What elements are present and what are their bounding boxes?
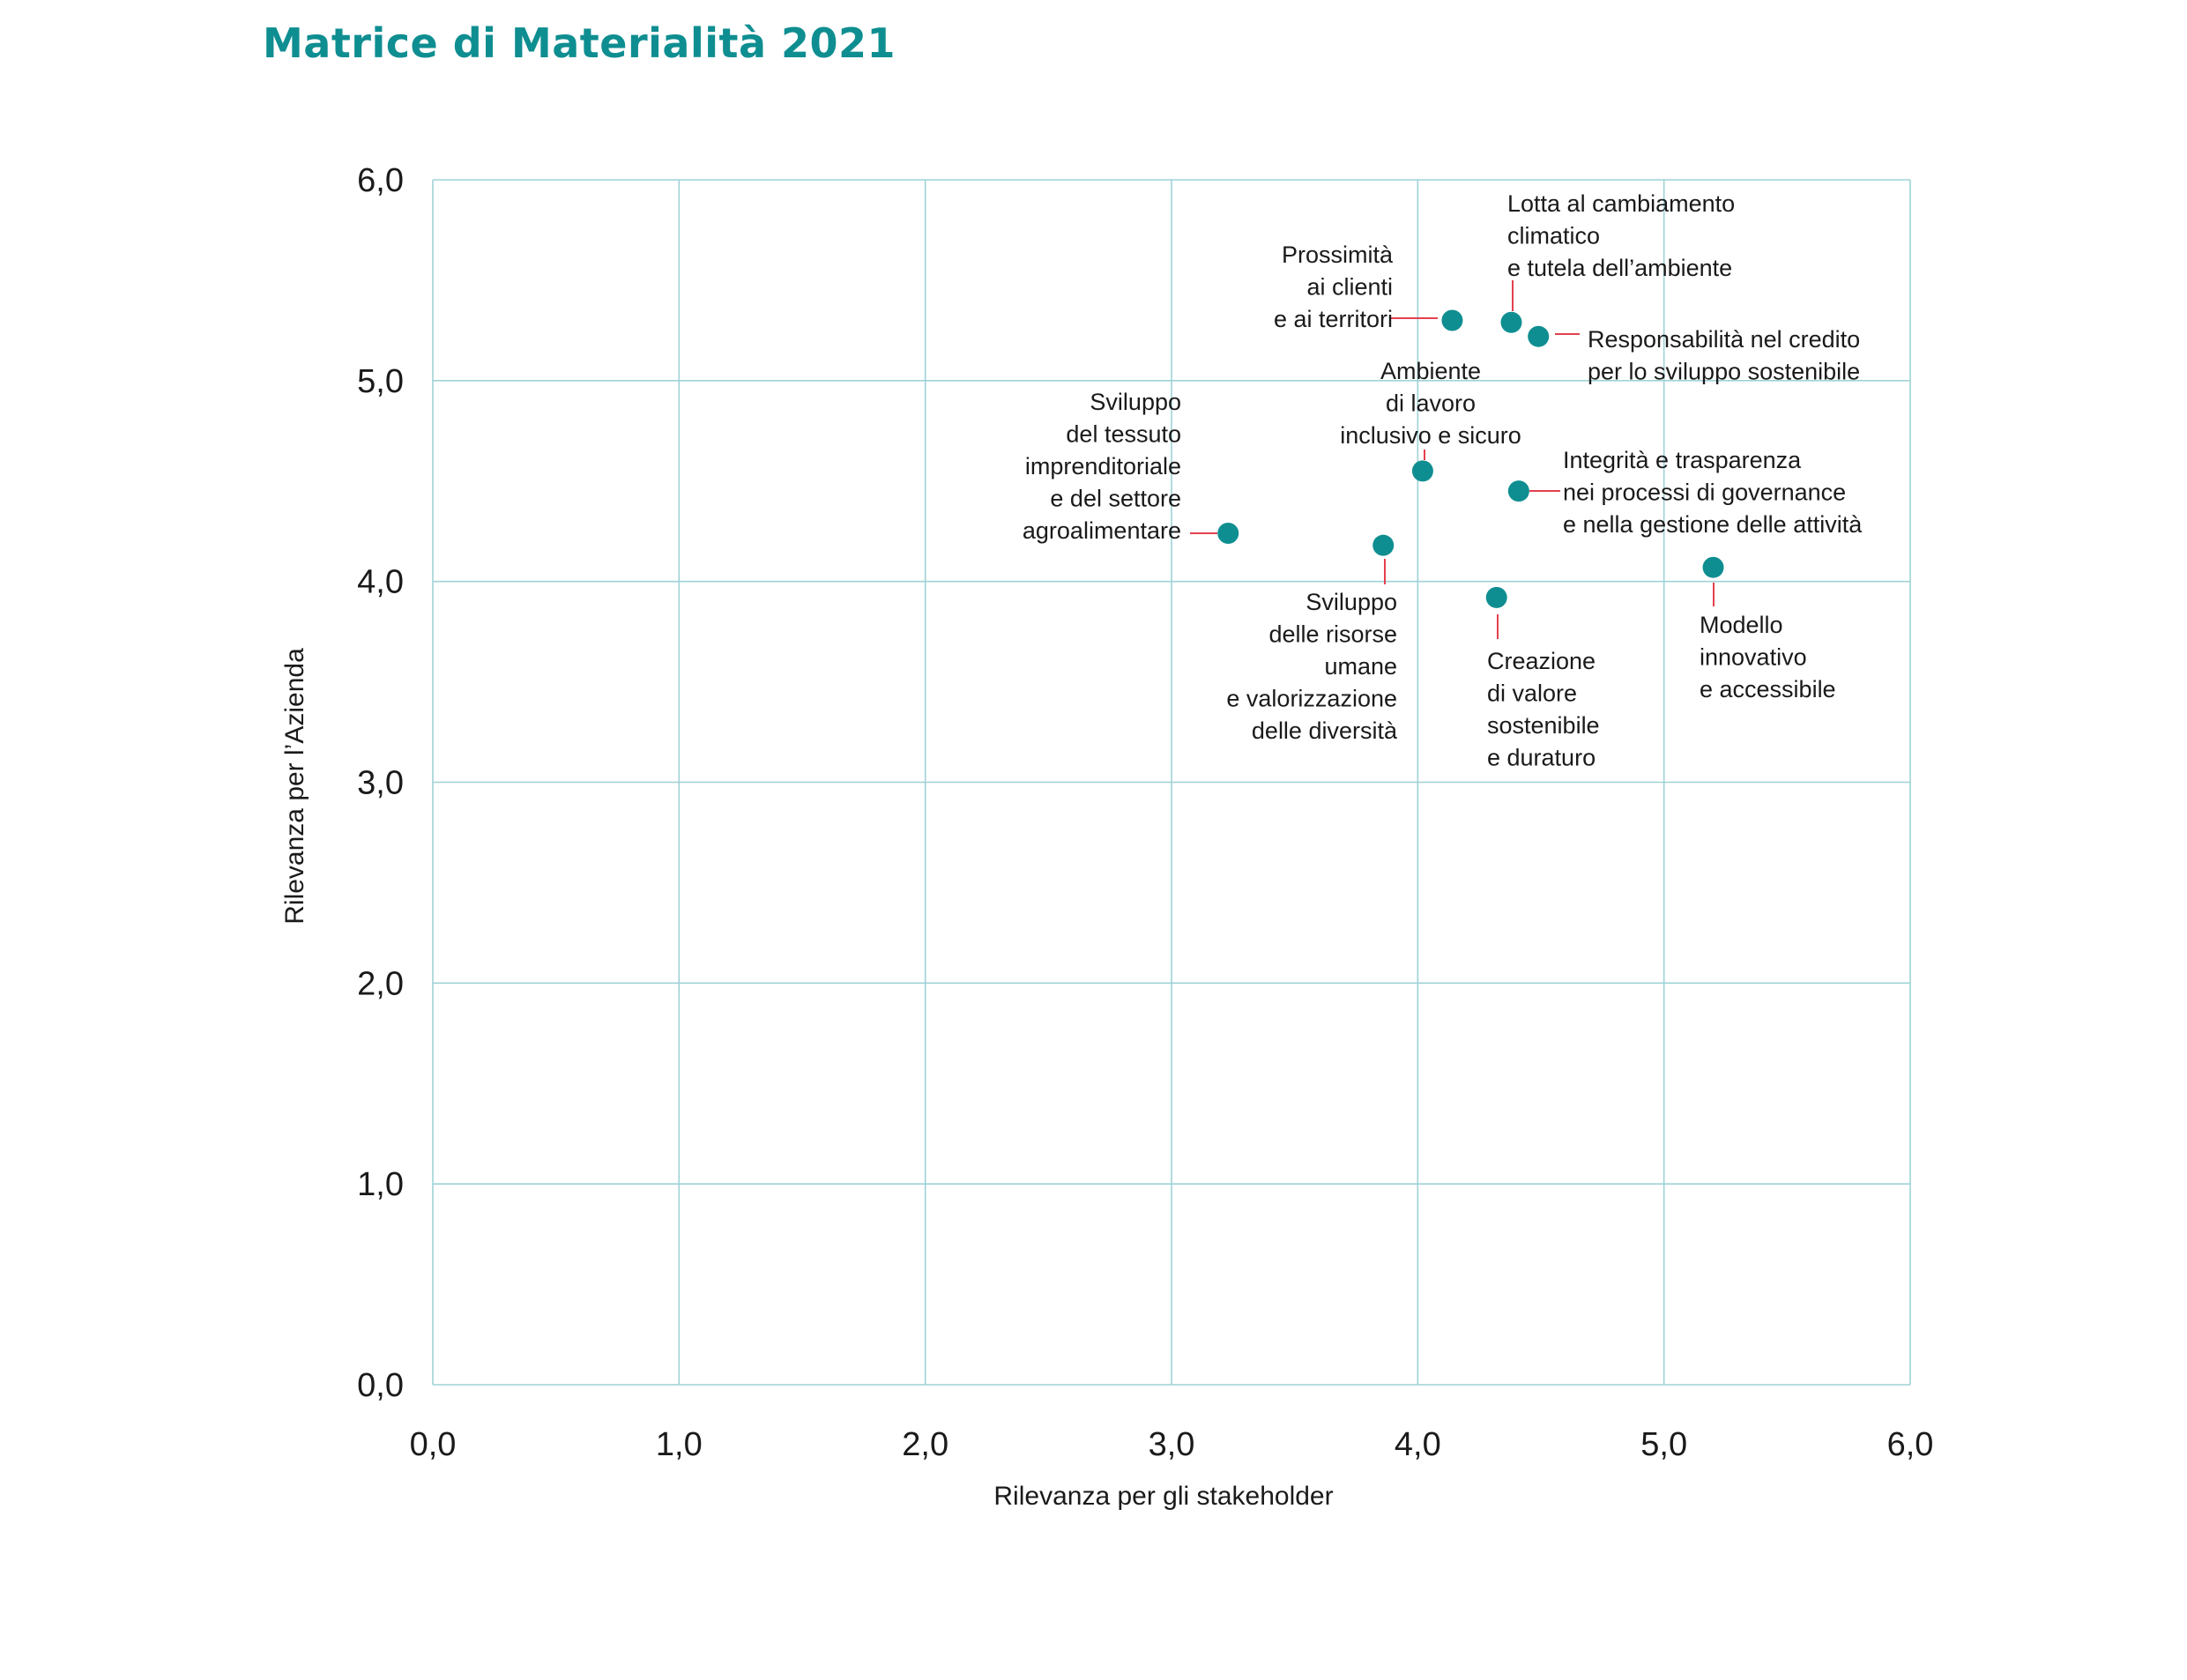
data-label-line: Creazione	[1487, 648, 1596, 674]
data-label: Modello innovativo e accessibile	[1700, 612, 1836, 702]
y-tick-label: 0,0	[357, 1367, 404, 1404]
chart-title: Matrice di Materialità 2021	[263, 19, 896, 67]
data-label-line: e ai territori	[1274, 306, 1393, 332]
data-point	[1485, 586, 1507, 608]
data-label-line: inclusivo e sicuro	[1340, 422, 1521, 449]
data-label-line: Ambiente	[1380, 358, 1481, 384]
data-label-line: di lavoro	[1386, 390, 1476, 417]
data-label-line: delle risorse	[1268, 621, 1397, 648]
data-label: Creazione di valore sostenibile e duraturo	[1487, 648, 1600, 771]
x-tick-label: 0,0	[410, 1426, 457, 1463]
data-label-line: delle diversità	[1252, 717, 1398, 744]
y-tick-label: 4,0	[357, 564, 404, 601]
x-tick-label: 4,0	[1395, 1426, 1441, 1463]
x-tick-label: 6,0	[1887, 1426, 1934, 1463]
data-label: Integrità e trasparenza nei processi di g…	[1563, 447, 1863, 538]
data-point	[1528, 325, 1550, 347]
data-label-line: climatico	[1507, 223, 1600, 249]
data-label: Lotta al cambiamento climatico e tutela de…	[1507, 190, 1735, 281]
data-label-line: e tutela dell’ambiente	[1507, 255, 1732, 281]
data-label: Sviluppo del tessuto imprenditoriale e del …	[1023, 389, 1181, 544]
data-point	[1500, 311, 1522, 333]
x-tick-label: 3,0	[1149, 1426, 1195, 1463]
data-point	[1441, 309, 1463, 331]
y-tick-label: 5,0	[357, 363, 404, 400]
leader-lines	[1190, 280, 1715, 639]
data-label-line: e duraturo	[1487, 745, 1596, 771]
y-tick-label: 6,0	[357, 162, 404, 199]
data-label-line: Sviluppo	[1306, 589, 1397, 615]
y-axis-title: Rilevanza per l’Azienda	[280, 648, 309, 925]
x-tick-label: 5,0	[1640, 1426, 1687, 1463]
y-tick-label: 1,0	[357, 1166, 404, 1203]
data-label-line: Responsabilità nel credito	[1588, 326, 1860, 353]
y-axis-ticks: 0,0 1,0 2,0 3,0 4,0 5,0 6,0	[357, 162, 404, 1404]
data-label-line: del tessuto	[1066, 421, 1181, 448]
data-point	[1372, 534, 1395, 556]
data-label-line: e accessibile	[1700, 676, 1836, 702]
x-axis-title: Rilevanza per gli stakeholder	[993, 1482, 1333, 1511]
data-label-line: e valorizzazione	[1226, 686, 1397, 712]
data-label-line: Sviluppo	[1090, 389, 1181, 415]
data-label: Sviluppo delle risorse umane e valorizzazio…	[1226, 589, 1398, 744]
data-label-line: e nella gestione delle attività	[1563, 511, 1863, 538]
y-tick-label: 2,0	[357, 965, 404, 1002]
data-label-line: Modello	[1700, 612, 1783, 638]
data-label: Responsabilità nel credito per lo svilupp…	[1588, 326, 1860, 385]
data-label-line: Integrità e trasparenza	[1563, 447, 1802, 473]
data-label-line: sostenibile	[1487, 712, 1600, 739]
data-label-line: umane	[1324, 653, 1397, 680]
data-label-line: nei processi di governance	[1563, 479, 1846, 506]
x-tick-label: 2,0	[902, 1426, 948, 1463]
data-label: Ambiente di lavoro inclusivo e sicuro	[1340, 358, 1521, 449]
data-point	[1507, 480, 1529, 502]
data-label-line: agroalimentare	[1023, 517, 1181, 544]
data-label-line: per lo sviluppo sostenibile	[1588, 359, 1860, 385]
data-point	[1217, 522, 1239, 544]
data-point	[1702, 556, 1724, 578]
data-label-line: di valore	[1487, 680, 1577, 707]
data-points	[1217, 309, 1724, 608]
grid-lines	[432, 179, 1911, 1386]
x-axis-ticks: 0,0 1,0 2,0 3,0 4,0 5,0 6,0	[410, 1426, 1934, 1463]
data-label-line: e del settore	[1050, 486, 1181, 512]
data-label: Prossimità ai clienti e ai territori	[1274, 242, 1394, 332]
x-tick-label: 1,0	[656, 1426, 703, 1463]
data-label-line: ai clienti	[1306, 274, 1393, 301]
data-point	[1411, 460, 1433, 482]
data-label-line: imprenditoriale	[1025, 453, 1181, 479]
data-label-line: Lotta al cambiamento	[1507, 190, 1735, 217]
data-label-line: Prossimità	[1282, 242, 1394, 268]
y-tick-label: 3,0	[357, 765, 404, 802]
point-labels: Prossimità ai clienti e ai territori Lotta …	[1023, 190, 1863, 771]
data-label-line: innovativo	[1700, 644, 1807, 671]
